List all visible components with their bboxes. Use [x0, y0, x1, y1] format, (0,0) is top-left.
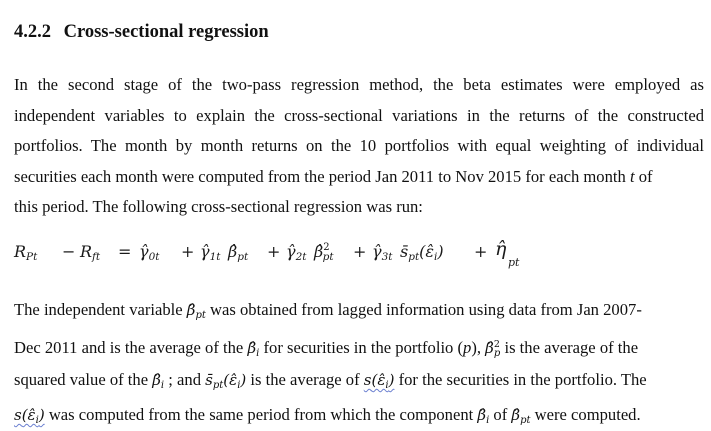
equation-beta-squared-pt: β̂2pt [314, 242, 334, 263]
equation-plus-3: + [353, 242, 367, 261]
beta-i-symbol-3: β̂i [477, 406, 490, 426]
paragraph2-l3-text-a: squared value of the [14, 370, 149, 389]
paragraph2-l1-text-a: The independent variable [14, 300, 183, 319]
paragraph2-l3-text-d: for the securities in the portfolio. The [398, 370, 647, 389]
paragraph2-line4: s(ε̂i) was computed from the same period… [14, 405, 704, 431]
paragraph2-line2: Dec 2011 and is the average of the β̂i f… [14, 335, 704, 364]
paragraph2-line3: squared value of the β̂i ; and s̄pt(ε̂i)… [14, 370, 704, 396]
paragraph1-line3: portfolios. The month by month returns o… [14, 136, 704, 155]
paragraph1-line4-text: securities each month were computed from… [14, 167, 626, 186]
paragraph1-line5: this period. The following cross-section… [14, 197, 423, 216]
s-epsilon-symbol: s(ε̂i) [363, 371, 395, 391]
sbar-pt-symbol: s̄pt(ε̂i) [205, 371, 247, 391]
equation-minus: − [62, 242, 76, 261]
paragraph2-l1-text-b: was obtained from lagged information usi… [210, 300, 642, 319]
section-number: 4.2.2 [14, 22, 51, 42]
equation-error-term: η̂ [495, 238, 507, 260]
paragraph2-line1: The independent variable β̂pt was obtain… [14, 300, 704, 326]
section-title: Cross-sectional regression [63, 22, 269, 42]
paragraph2-l4-text-a: was computed from the same period from w… [48, 405, 474, 424]
s-epsilon-symbol-2: s(ε̂i) [14, 406, 45, 426]
equation-beta-pt: β̂pt [228, 242, 249, 263]
beta-squared-p-symbol: β̂2p [485, 339, 501, 359]
equation-lhs-riskfree-return: Rft [80, 242, 101, 263]
month-variable: t [629, 167, 635, 186]
paragraph1-line4-tail: of [638, 167, 653, 186]
paragraph1-line2: independent variables to explain the cro… [14, 106, 704, 125]
equation-gamma3: γ̂3t [372, 242, 393, 263]
paragraph2-l4-text-c: were computed. [534, 405, 641, 424]
paragraph2-l2-text-a: Dec 2011 and is the average of the [14, 338, 244, 357]
equation-plus-1: + [181, 242, 195, 261]
paragraph2-l2-text-d: is the average of the [504, 338, 639, 357]
paragraph2-l4-text-b: of [493, 405, 508, 424]
beta-i-symbol: β̂i [247, 339, 260, 359]
equation-gamma2: γ̂2t [286, 242, 307, 263]
equation-plus-4: + [474, 242, 488, 261]
paragraph1-line1: In the second stage of the two-pass regr… [14, 75, 704, 94]
equation-equals: = [118, 242, 132, 261]
equation-gamma0: γ̂0t [139, 242, 160, 263]
paragraph1-line4: securities each month were computed from… [14, 167, 704, 187]
portfolio-p: p [463, 338, 472, 357]
beta-pt-symbol-2: β̂pt [511, 406, 531, 426]
equation-residual-std-term: s̄pt(ε̂i) [400, 242, 444, 263]
paragraph2-l3-text-c: is the average of [250, 370, 360, 389]
paragraph2-l2-text-b: for securities in the portfolio ( [263, 338, 464, 357]
equation-plus-2: + [267, 242, 281, 261]
paragraph2-l2-text-c: ), [471, 338, 482, 357]
section-heading: 4.2.2 Cross-sectional regression [14, 22, 269, 43]
equation-gamma1: γ̂1t [200, 242, 221, 263]
beta-i-symbol-2: β̂i [152, 371, 165, 391]
paragraph2-l3-text-b: ; and [168, 370, 201, 389]
equation-lhs-portfolio-return: RPt [14, 242, 38, 263]
regression-equation: RPt − Rft = γ̂0t + γ̂1t β̂pt + γ̂2t β̂2p… [14, 236, 704, 272]
beta-pt-symbol: β̂pt [186, 301, 206, 321]
equation-error-subscript: pt [508, 256, 520, 269]
